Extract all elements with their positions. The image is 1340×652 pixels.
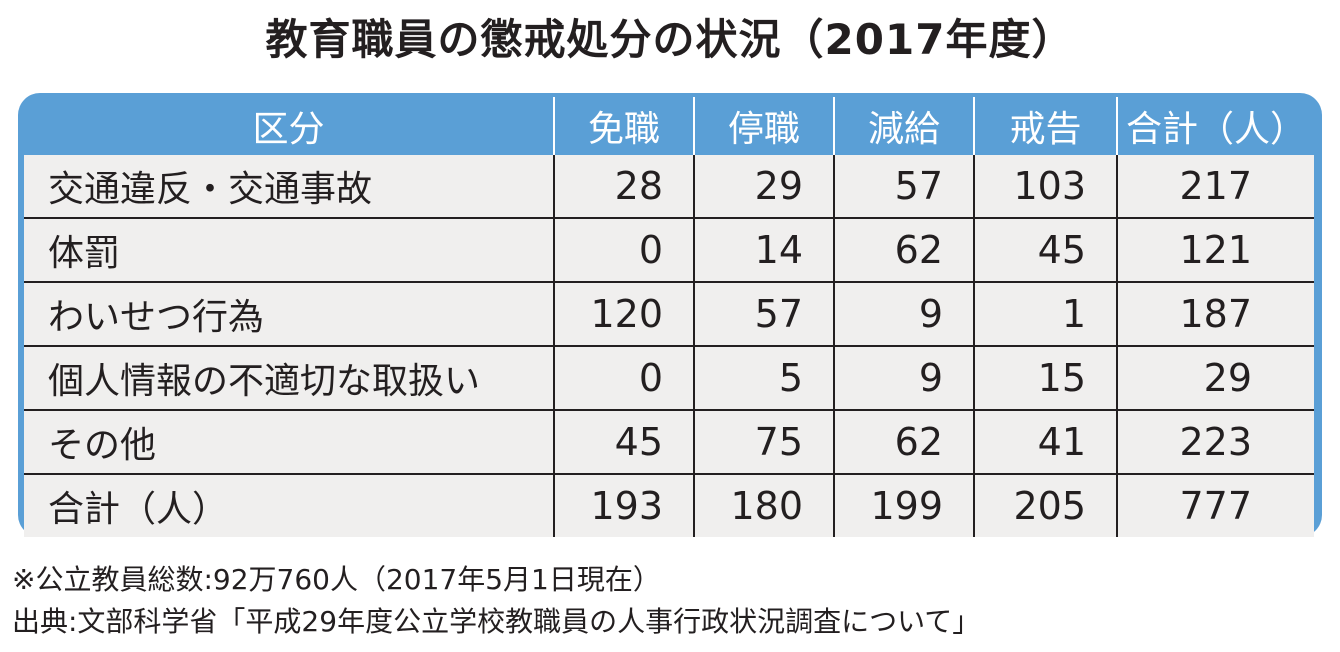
table-total-row: 合計（人） 193 180 199 205 777 [24, 474, 1314, 537]
cell-pay-cut: 62 [834, 218, 975, 283]
cell-pay-cut: 57 [834, 155, 975, 219]
header-suspension: 停職 [694, 97, 835, 155]
discipline-table: 区分 免職 停職 減給 戒告 合計（人） 交通違反・交通事故 28 29 57 … [24, 97, 1314, 537]
cell-suspension: 180 [694, 474, 835, 537]
page-title: 教育職員の懲戒処分の状況（2017年度） [265, 15, 1075, 64]
cell-suspension: 29 [694, 155, 835, 219]
row-label: 合計（人） [24, 474, 555, 537]
cell-reprimand: 41 [974, 410, 1118, 475]
row-label: その他 [24, 410, 555, 475]
cell-total: 217 [1117, 155, 1314, 219]
cell-suspension: 57 [694, 282, 835, 347]
cell-total: 223 [1117, 410, 1314, 475]
cell-suspension: 5 [694, 346, 835, 411]
cell-total: 29 [1117, 346, 1314, 411]
discipline-table-frame: 区分 免職 停職 減給 戒告 合計（人） 交通違反・交通事故 28 29 57 … [18, 93, 1322, 537]
header-pay-cut: 減給 [834, 97, 975, 155]
cell-dismissal: 28 [554, 155, 695, 219]
table-row: その他 45 75 62 41 223 [24, 410, 1314, 475]
cell-reprimand: 103 [974, 155, 1118, 219]
header-dismissal: 免職 [554, 97, 695, 155]
cell-pay-cut: 199 [834, 474, 975, 537]
table-row: 個人情報の不適切な取扱い 0 5 9 15 29 [24, 346, 1314, 411]
header-total: 合計（人） [1125, 109, 1306, 150]
row-label: 体罰 [24, 218, 555, 283]
cell-pay-cut: 9 [834, 346, 975, 411]
table-row: 体罰 0 14 62 45 121 [24, 218, 1314, 283]
header-category: 区分 [24, 97, 555, 155]
table-row: 交通違反・交通事故 28 29 57 103 217 [24, 155, 1314, 219]
row-label: わいせつ行為 [24, 282, 555, 347]
cell-dismissal: 120 [554, 282, 695, 347]
cell-reprimand: 1 [974, 282, 1118, 347]
footnote-teacher-count: ※公立教員総数:92万760人（2017年5月1日現在） [12, 563, 661, 596]
row-label: 個人情報の不適切な取扱い [24, 346, 555, 411]
table-row: わいせつ行為 120 57 9 1 187 [24, 282, 1314, 347]
cell-pay-cut: 9 [834, 282, 975, 347]
cell-reprimand: 205 [974, 474, 1118, 537]
cell-dismissal: 193 [554, 474, 695, 537]
cell-reprimand: 15 [974, 346, 1118, 411]
cell-pay-cut: 62 [834, 410, 975, 475]
row-label: 交通違反・交通事故 [24, 155, 555, 219]
table-header-row: 区分 免職 停職 減給 戒告 合計（人） [24, 97, 1314, 155]
cell-total: 777 [1117, 474, 1314, 537]
cell-reprimand: 45 [974, 218, 1118, 283]
cell-dismissal: 0 [554, 218, 695, 283]
cell-dismissal: 45 [554, 410, 695, 475]
cell-total: 187 [1117, 282, 1314, 347]
cell-suspension: 14 [694, 218, 835, 283]
cell-suspension: 75 [694, 410, 835, 475]
header-reprimand: 戒告 [974, 97, 1118, 155]
footnote-source: 出典:文部科学省「平成29年度公立学校教職員の人事行政状況調査について」 [12, 605, 981, 638]
cell-total: 121 [1117, 218, 1314, 283]
cell-dismissal: 0 [554, 346, 695, 411]
